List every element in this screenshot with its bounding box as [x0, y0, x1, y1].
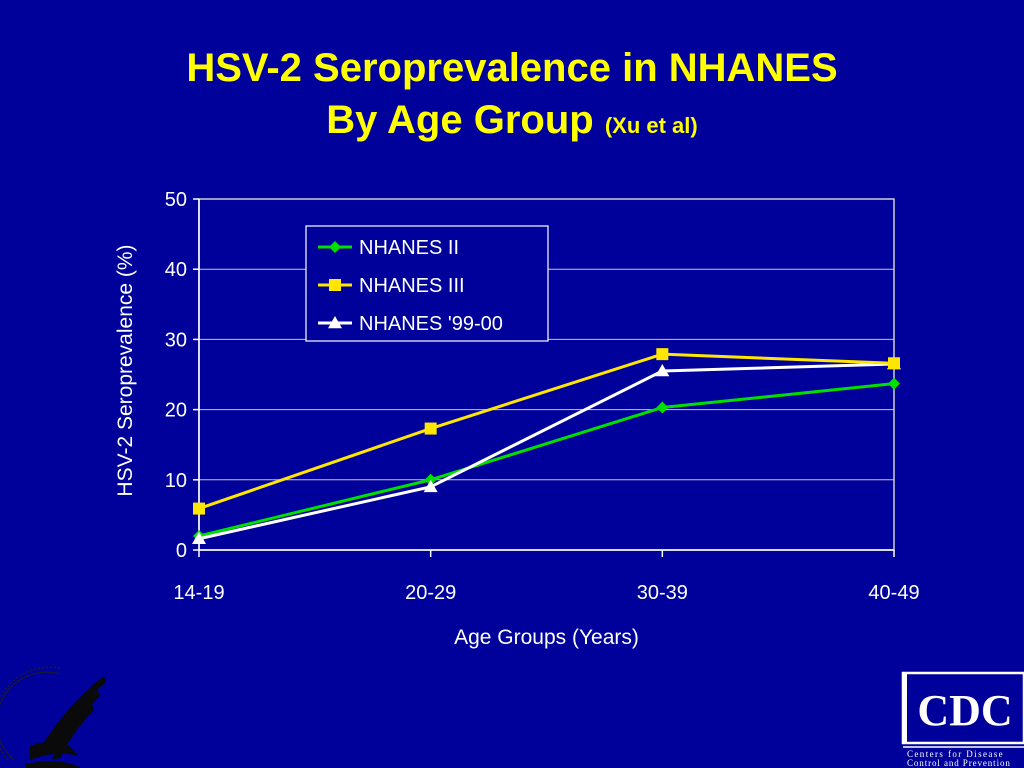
data-point-series-1: [888, 377, 900, 390]
data-point-series-1: [424, 473, 437, 486]
title-citation: (Xu et al): [604, 113, 698, 138]
cdc-tagline-line-1: Centers for Disease: [907, 749, 1004, 759]
data-point-series-1: [656, 401, 669, 414]
x-tick-label: 20-29: [405, 582, 456, 604]
series-line-2: [198, 352, 895, 510]
hhs-seal-icon: [0, 666, 106, 768]
cdc-logo-text: CDC: [917, 686, 1012, 735]
x-axis-title: Age Groups (Years): [454, 626, 639, 649]
y-tick-label: 50: [165, 189, 187, 211]
y-tick-label: 0: [176, 540, 187, 562]
legend-label: NHANES '99-00: [359, 313, 503, 335]
data-point-series-2: [424, 422, 437, 435]
legend-swatch-marker: [329, 241, 341, 253]
title-line-2: By Age Group (Xu et al): [0, 94, 1024, 152]
y-tick-label: 20: [165, 400, 187, 422]
cdc-tagline-line-2: Control and Prevention: [907, 758, 1011, 768]
legend-label: NHANES II: [359, 237, 459, 259]
legend-label: NHANES III: [359, 275, 465, 297]
title-line-1: HSV-2 Seroprevalence in NHANES: [186, 46, 838, 90]
legend-swatch-marker: [328, 316, 342, 329]
data-point-series-3: [192, 531, 206, 545]
y-tick-label: 30: [165, 329, 187, 351]
series-line-3: [198, 362, 895, 541]
y-tick-label: 40: [165, 259, 187, 281]
slide-title: HSV-2 Seroprevalence in NHANES By Age Gr…: [0, 42, 1024, 152]
title-main: By Age Group: [326, 98, 594, 142]
x-tick-label: 40-49: [868, 582, 919, 604]
x-tick-label: 30-39: [637, 582, 688, 604]
y-tick-label: 10: [165, 470, 187, 492]
cdc-logo: CDC Centers for Disease Control and Prev…: [893, 665, 1024, 768]
y-axis-title: HSV-2 Seroprevalence (%): [114, 244, 137, 496]
data-point-series-2: [193, 502, 205, 515]
line-chart: 0 10 20 30 40 50 14-19 20-29 30-39 40-49 Age Group…: [114, 189, 920, 649]
data-point-series-3: [423, 479, 438, 493]
series-line-1: [198, 382, 895, 538]
legend-swatch-marker: [329, 279, 341, 291]
cdc-logo-graphic: CDC Centers for Disease Control and Prev…: [901, 671, 1024, 768]
data-point-series-3: [655, 363, 670, 377]
data-point-series-2: [656, 348, 669, 361]
data-point-series-2: [888, 357, 900, 370]
x-tick-label: 14-19: [173, 582, 224, 604]
